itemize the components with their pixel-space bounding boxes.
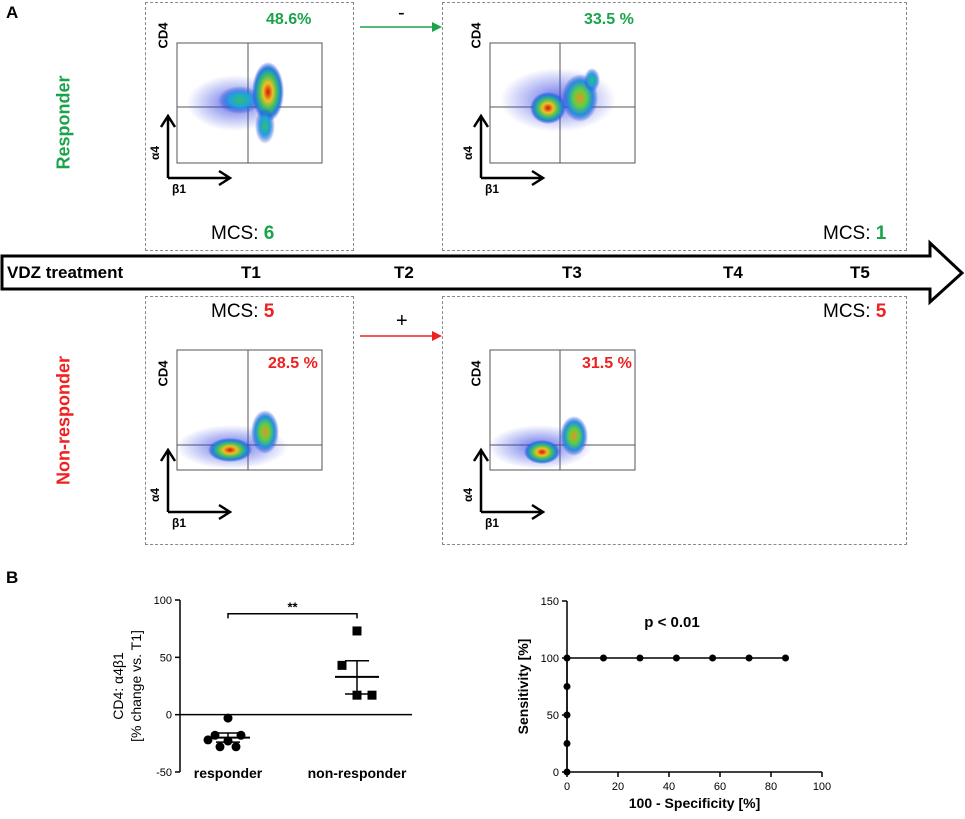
- nonresponder-t1-cd4-label: CD4: [155, 360, 171, 387]
- chart1-y-tick-label: 50: [160, 652, 172, 664]
- nonresponder-t3-box: [442, 296, 907, 545]
- chart2-roc-point: [563, 683, 571, 690]
- chart2-roc-point: [563, 654, 571, 662]
- nonresponder-t3-alpha-label: α4: [461, 487, 476, 503]
- chart1-category-label: responder: [194, 765, 263, 781]
- responder-t1-box: [145, 2, 354, 251]
- chart2-xlabel: 100 - Specificity [%]: [629, 795, 761, 811]
- responder-change-sign: -: [398, 2, 405, 24]
- chart2-x-tick-label: 20: [612, 781, 624, 793]
- chart2-roc-point: [782, 654, 790, 662]
- chart2-x-tick-label: 100: [813, 781, 831, 793]
- chart2-roc-point: [563, 768, 571, 776]
- nonresponder-t1-alpha-label: α4: [148, 487, 163, 503]
- flow-plot-nonresponder-t1: [176, 349, 323, 471]
- chart2-roc-point: [745, 654, 753, 662]
- chart2-roc-point: [563, 740, 571, 747]
- chart1-y-tick-label: 100: [154, 595, 172, 607]
- chart1-ylabel-line2: [% change vs. T1]: [128, 630, 144, 742]
- chart2-y-tick-label: 50: [547, 710, 559, 722]
- timepoint-t2: T2: [394, 263, 414, 282]
- chart1-significance-bracket: [227, 613, 358, 619]
- nonresponder-transition-arrow: [360, 331, 442, 341]
- chart1-y-tick-label: 0: [166, 710, 172, 722]
- nonresponder-t1-percent: 28.5 %: [268, 355, 318, 372]
- chart1-point-non-responder: [337, 660, 347, 670]
- panel-a-letter: A: [6, 3, 19, 22]
- chart2-roc-point: [672, 654, 680, 662]
- nonresponder-t1-box: [145, 296, 354, 545]
- flow-plot-responder-t1: [176, 42, 323, 164]
- responder-t1-mcs: MCS: 6: [211, 223, 275, 244]
- chart1-category-label: non-responder: [308, 765, 407, 781]
- chart1-point-non-responder: [352, 690, 362, 700]
- chart2-roc-line: [566, 657, 786, 772]
- chart1-point-responder: [231, 742, 241, 752]
- chart1-ylabel-line1: CD4: α4β1: [110, 652, 126, 720]
- responder-t1-beta-label: β1: [172, 182, 186, 196]
- nonresponder-change-sign: +: [396, 310, 408, 332]
- flow-plot-nonresponder-t3: [488, 349, 636, 471]
- chart1-point-responder: [215, 742, 225, 752]
- chart2-x-tick-label: 0: [564, 781, 570, 793]
- responder-t3-mcs: MCS: 1: [823, 223, 887, 244]
- chart1-significance-label: **: [287, 599, 298, 614]
- chart1-y-tick-label: -50: [156, 767, 172, 779]
- responder-t3-mcs-value: 1: [875, 223, 887, 244]
- nonresponder-t3-mcs-value: 5: [875, 301, 887, 322]
- responder-t3-box: [442, 2, 907, 251]
- chart2-pvalue: p < 0.01: [644, 614, 699, 631]
- timepoint-t4: T4: [723, 263, 743, 282]
- panel-b-charts: 100 50 0 -50 CD4: α4β1 [% change vs. T1] respo…: [110, 595, 831, 811]
- flow-plots-layer: [0, 22, 965, 521]
- nonresponder-t3-mcs: MCS: 5: [823, 301, 887, 322]
- responder-t3-alpha-label: α4: [461, 145, 476, 161]
- chart2-roc-point: [636, 654, 644, 662]
- nonresponder-t3-percent: 31.5 %: [582, 355, 632, 372]
- nonresponder-t1-beta-label: β1: [172, 516, 186, 530]
- chart2-x-tick-label: 40: [663, 781, 675, 793]
- chart2-x-tick-label: 80: [765, 781, 777, 793]
- responder-transition-arrow: [360, 22, 442, 32]
- vdz-timeline-arrow: [0, 239, 965, 306]
- panel-b-letter: B: [6, 568, 19, 587]
- flow-plot-responder-t3: [489, 42, 636, 164]
- responder-t1-alpha-label: α4: [148, 145, 163, 161]
- chart1-point-responder: [223, 713, 233, 723]
- chart2-y-tick-label: 150: [541, 596, 559, 608]
- nonresponder-t3-cd4-label: CD4: [468, 360, 484, 387]
- chart2-y-tick-label: 0: [553, 767, 559, 779]
- nonresponder-t1-mcs: MCS: 5: [211, 301, 275, 322]
- responder-t1-cd4-label: CD4: [155, 22, 171, 49]
- nonresponder-t3-beta-label: β1: [485, 516, 499, 530]
- chart2-roc-point: [709, 654, 717, 662]
- responder-t1-percent: 48.6%: [266, 11, 312, 28]
- timepoint-t1: T1: [241, 263, 261, 282]
- nonresponder-t1-mcs-value: 5: [263, 301, 275, 322]
- responder-t3-beta-label: β1: [485, 182, 499, 196]
- timepoint-t5: T5: [850, 263, 870, 282]
- responder-t3-percent: 33.5 %: [584, 11, 634, 28]
- chart1-point-non-responder: [367, 690, 377, 700]
- chart2-ylabel: Sensitivity [%]: [515, 639, 531, 735]
- chart1-point-non-responder: [352, 626, 362, 636]
- chart2-roc-point: [599, 654, 607, 662]
- responder-t3-cd4-label: CD4: [468, 22, 484, 49]
- timeline-label: VDZ treatment: [7, 263, 124, 282]
- timepoint-t3: T3: [562, 263, 582, 282]
- chart2-x-tick-label: 60: [714, 781, 726, 793]
- axis-arrows: [159, 113, 546, 521]
- chart2-roc-point: [563, 711, 571, 719]
- responder-t1-mcs-value: 6: [263, 223, 275, 244]
- chart2-y-tick-label: 100: [541, 653, 559, 665]
